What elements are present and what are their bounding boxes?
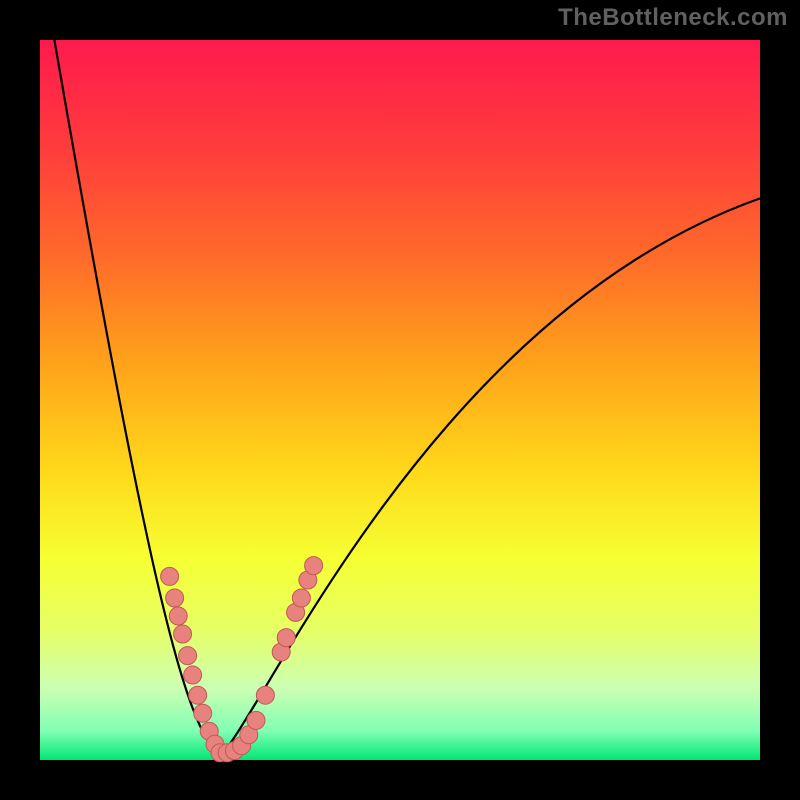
data-marker <box>247 711 265 729</box>
data-marker <box>174 625 192 643</box>
data-marker <box>189 686 207 704</box>
chart-root: TheBottleneck.com <box>0 0 800 800</box>
chart-canvas <box>0 0 800 800</box>
data-marker <box>292 589 310 607</box>
data-marker <box>184 666 202 684</box>
plot-background <box>40 40 760 760</box>
data-marker <box>277 629 295 647</box>
data-marker <box>161 567 179 585</box>
data-marker <box>169 607 187 625</box>
data-marker <box>256 686 274 704</box>
data-marker <box>179 647 197 665</box>
data-marker <box>194 704 212 722</box>
data-marker <box>305 557 323 575</box>
watermark-text: TheBottleneck.com <box>558 4 788 32</box>
data-marker <box>166 589 184 607</box>
